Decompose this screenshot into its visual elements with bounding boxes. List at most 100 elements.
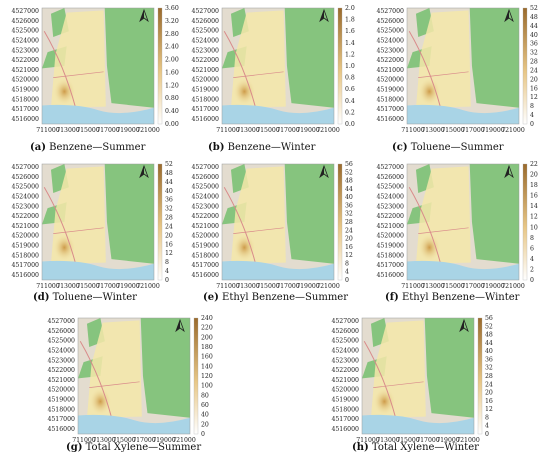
x-tick-label: 715000 — [76, 283, 100, 290]
colorbar-tick-label: 52 — [530, 5, 538, 12]
x-tick-label: 713000 — [236, 127, 260, 134]
y-tick-label: 4524000 — [376, 193, 404, 200]
y-tick-label: 4517000 — [331, 416, 359, 423]
x-tick-label: 721000 — [316, 283, 340, 290]
map-panel: 4527000 4526000 4525000 4524000 4523000 45220… — [180, 0, 362, 140]
x-tick-label: 721000 — [456, 437, 480, 444]
x-tick-label: 713000 — [56, 283, 80, 290]
colorbar-tick-label: 48 — [485, 332, 493, 339]
y-tick-label: 4522000 — [376, 213, 404, 220]
y-tick-label: 4519000 — [11, 243, 39, 250]
colorbar — [337, 163, 343, 281]
panel-letter: (e) — [203, 292, 219, 303]
colorbar-tick-label: 16 — [530, 85, 538, 92]
panel-letter: (a) — [30, 142, 46, 153]
colorbar-tick-label: 48 — [530, 14, 538, 21]
road — [418, 227, 469, 234]
panel-caption: (c) Toluene—Summer — [392, 142, 504, 153]
x-tick-label: 719000 — [436, 437, 460, 444]
y-tick-label: 4516000 — [331, 426, 359, 433]
y-tick-label: 4521000 — [191, 223, 219, 230]
colorbar-tick-label: 4 — [530, 112, 534, 119]
y-tick-label: 4524000 — [11, 37, 39, 44]
panel-title: Ethyl Benzene—Summer — [222, 292, 349, 303]
sea-area — [222, 260, 334, 280]
colorbar-tick-label: 1.2 — [345, 51, 355, 58]
colorbar-tick-label: 4 — [485, 423, 489, 430]
y-tick-label: 4522000 — [331, 367, 359, 374]
x-tick-label: 711000 — [216, 127, 240, 134]
colorbar-tick-label: 36 — [345, 202, 353, 209]
x-tick-label: 717000 — [96, 127, 120, 134]
y-tick-label: 4525000 — [47, 338, 75, 345]
panel-letter: (c) — [392, 142, 408, 153]
panel-caption: (d) Toluene—Winter — [33, 292, 137, 303]
y-tick-label: 4524000 — [331, 347, 359, 354]
colorbar — [157, 7, 163, 125]
x-tick-label: 717000 — [276, 283, 300, 290]
colorbar — [477, 317, 483, 435]
colorbar-tick-label: 1.6 — [345, 28, 355, 35]
colorbar-tick-label: 12 — [345, 252, 353, 259]
colorbar-tick-label: 1.0 — [345, 63, 355, 70]
y-tick-label: 4519000 — [11, 87, 39, 94]
road — [363, 340, 397, 418]
x-tick-label: 713000 — [92, 437, 116, 444]
north-arrow-icon — [504, 164, 514, 179]
road — [223, 30, 257, 108]
x-tick-label: 711000 — [36, 283, 60, 290]
y-tick-label: 4520000 — [11, 77, 39, 84]
x-tick-label: 711000 — [401, 127, 425, 134]
colorbar-tick-label: 44 — [345, 186, 353, 193]
sea-area — [407, 104, 519, 124]
colorbar-tick-label: 40 — [165, 188, 173, 195]
colorbar-tick-label: 20 — [530, 172, 538, 179]
x-tick-label: 715000 — [112, 437, 136, 444]
road — [43, 186, 77, 264]
map-frame — [41, 163, 155, 281]
colorbar-tick-label: 0 — [530, 277, 534, 284]
north-arrow-icon — [139, 164, 149, 179]
y-tick-label: 4524000 — [191, 37, 219, 44]
y-tick-label: 4526000 — [11, 18, 39, 25]
colorbar-tick-label: 2.00 — [165, 57, 179, 64]
colorbar-tick-label: 12 — [165, 250, 173, 257]
y-tick-label: 4519000 — [376, 243, 404, 250]
x-tick-label: 719000 — [152, 437, 176, 444]
colorbar-tick-label: 40 — [201, 412, 209, 419]
colorbar-tick-label: 28 — [485, 373, 493, 380]
colorbar-tick-label: 28 — [345, 219, 353, 226]
y-tick-label: 4520000 — [191, 233, 219, 240]
y-tick-label: 4519000 — [191, 87, 219, 94]
map-frame — [77, 317, 191, 435]
y-tick-label: 4525000 — [191, 28, 219, 35]
x-tick-label: 719000 — [481, 127, 505, 134]
forest-area — [284, 8, 334, 108]
x-tick-label: 719000 — [296, 127, 320, 134]
colorbar-tick-label: 52 — [165, 161, 173, 168]
colorbar — [157, 163, 163, 281]
colorbar-tick-label: 16 — [165, 241, 173, 248]
y-tick-label: 4521000 — [376, 223, 404, 230]
x-tick-label: 717000 — [132, 437, 156, 444]
y-tick-label: 4526000 — [47, 328, 75, 335]
y-tick-label: 4523000 — [191, 203, 219, 210]
y-tick-label: 4525000 — [191, 184, 219, 191]
y-tick-label: 4517000 — [11, 262, 39, 269]
x-tick-label: 717000 — [416, 437, 440, 444]
colorbar-tick-label: 0 — [530, 121, 534, 128]
x-tick-label: 719000 — [116, 127, 140, 134]
forest-area — [424, 318, 474, 418]
y-tick-label: 4521000 — [331, 377, 359, 384]
y-tick-label: 4518000 — [191, 252, 219, 259]
x-tick-label: 717000 — [461, 283, 485, 290]
road — [53, 227, 104, 234]
x-tick-label: 713000 — [421, 283, 445, 290]
colorbar-tick-label: 44 — [530, 23, 538, 30]
panel-caption: (g) Total Xylene—Summer — [66, 442, 201, 453]
y-tick-label: 4523000 — [191, 47, 219, 54]
colorbar-tick-label: 56 — [485, 315, 493, 322]
colorbar-tick-label: 6 — [530, 245, 534, 252]
colorbar-tick-label: 16 — [530, 193, 538, 200]
colorbar-tick-label: 0.00 — [165, 121, 179, 128]
